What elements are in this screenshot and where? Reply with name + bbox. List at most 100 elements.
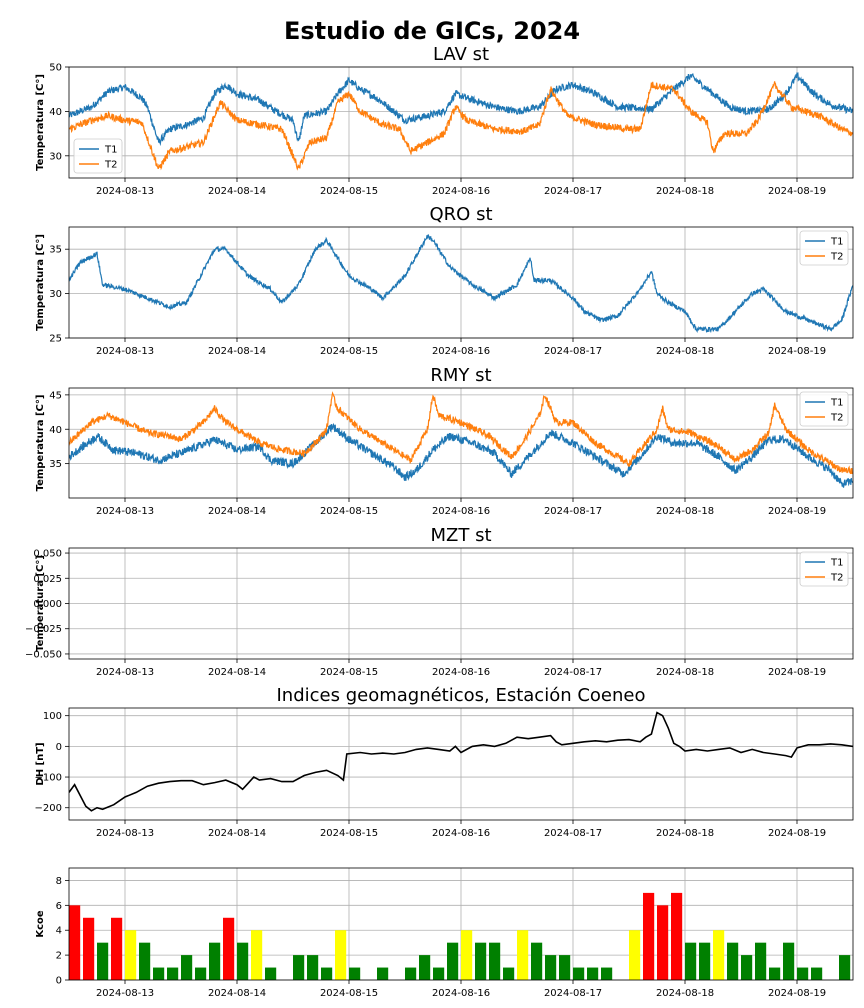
x-tick-label: 2024-08-17 bbox=[544, 186, 602, 197]
x-tick-label: 2024-08-18 bbox=[656, 828, 714, 839]
kcoe-bar bbox=[251, 930, 263, 980]
kcoe-bar bbox=[265, 967, 277, 980]
x-tick-label: 2024-08-19 bbox=[768, 828, 826, 839]
panel-title: Indices geomagnéticos, Estación Coeneo bbox=[276, 685, 645, 706]
panel-title: QRO st bbox=[430, 204, 493, 225]
x-tick-label: 2024-08-18 bbox=[656, 988, 714, 999]
kcoe-bar bbox=[433, 967, 445, 980]
panel-title: MZT st bbox=[430, 525, 491, 546]
kcoe-bar bbox=[657, 905, 669, 980]
legend-label: T1 bbox=[104, 145, 117, 156]
x-tick-label: 2024-08-15 bbox=[320, 346, 378, 357]
x-tick-label: 2024-08-14 bbox=[208, 988, 266, 999]
x-tick-label: 2024-08-14 bbox=[208, 828, 266, 839]
y-tick-label: 4 bbox=[56, 926, 62, 937]
panel-title: RMY st bbox=[430, 365, 491, 386]
kcoe-bar bbox=[181, 955, 193, 980]
series-line-t1 bbox=[69, 72, 853, 147]
kcoe-bar bbox=[335, 930, 347, 980]
legend-label: T2 bbox=[830, 413, 843, 424]
kcoe-bar bbox=[797, 967, 809, 980]
x-tick-label: 2024-08-19 bbox=[768, 667, 826, 678]
kcoe-bar bbox=[629, 930, 641, 980]
kcoe-bar bbox=[237, 942, 249, 980]
kcoe-bar bbox=[377, 967, 389, 980]
y-axis-label: Temperatura [C°] bbox=[35, 234, 46, 331]
kcoe-bar bbox=[783, 942, 795, 980]
series-line-t2 bbox=[69, 81, 853, 171]
y-axis-label: Kcoe bbox=[35, 910, 46, 938]
x-tick-label: 2024-08-13 bbox=[96, 346, 154, 357]
legend-label: T2 bbox=[830, 573, 843, 584]
x-tick-label: 2024-08-14 bbox=[208, 506, 266, 517]
kcoe-bar bbox=[713, 930, 725, 980]
x-tick-label: 2024-08-15 bbox=[320, 988, 378, 999]
kcoe-bar bbox=[685, 942, 697, 980]
kcoe-bar bbox=[755, 942, 767, 980]
kcoe-bar bbox=[769, 967, 781, 980]
kcoe-bar bbox=[97, 942, 109, 980]
y-tick-label: 25 bbox=[49, 334, 62, 345]
chart-panels: LAV st 2024-08-13 2024-08-14 2024-08-15 2024… bbox=[25, 44, 854, 999]
kcoe-bar bbox=[699, 942, 711, 980]
kcoe-bar bbox=[111, 917, 123, 980]
series-line-t2 bbox=[69, 391, 853, 475]
x-tick-label: 2024-08-14 bbox=[208, 186, 266, 197]
x-tick-label: 2024-08-18 bbox=[656, 506, 714, 517]
kcoe-bar bbox=[517, 930, 529, 980]
kcoe-bar bbox=[209, 942, 221, 980]
x-tick-label: 2024-08-17 bbox=[544, 828, 602, 839]
y-tick-label: 35 bbox=[49, 459, 62, 470]
x-tick-label: 2024-08-14 bbox=[208, 667, 266, 678]
x-tick-label: 2024-08-17 bbox=[544, 988, 602, 999]
kcoe-bar bbox=[811, 967, 823, 980]
y-axis-label: Temperatura [C°] bbox=[35, 74, 46, 171]
panel-title: LAV st bbox=[433, 44, 489, 65]
y-tick-label: 0 bbox=[56, 742, 62, 753]
chart-dh: Indices geomagnéticos, Estación Coeneo 20… bbox=[35, 685, 854, 839]
kcoe-bar bbox=[545, 955, 557, 980]
kcoe-bar bbox=[559, 955, 571, 980]
x-tick-label: 2024-08-16 bbox=[432, 346, 490, 357]
kcoe-bar bbox=[349, 967, 361, 980]
y-tick-label: 30 bbox=[49, 151, 62, 162]
kcoe-bar bbox=[531, 942, 543, 980]
y-tick-label: 0.050 bbox=[33, 549, 62, 560]
kcoe-bar bbox=[153, 967, 165, 980]
legend-label: T1 bbox=[830, 237, 843, 248]
kcoe-bar bbox=[461, 930, 473, 980]
kcoe-bar bbox=[405, 967, 417, 980]
y-tick-label: 0.025 bbox=[33, 574, 62, 585]
kcoe-bar bbox=[475, 942, 487, 980]
kcoe-bar bbox=[727, 942, 739, 980]
chart-qro: QRO st 2024-08-13 2024-08-14 2024-08-15 2024… bbox=[35, 204, 854, 357]
x-tick-label: 2024-08-13 bbox=[96, 828, 154, 839]
x-tick-label: 2024-08-18 bbox=[656, 186, 714, 197]
y-tick-label: −100 bbox=[35, 773, 62, 784]
y-tick-label: 50 bbox=[49, 63, 62, 74]
kcoe-bar bbox=[839, 955, 851, 980]
kcoe-bar bbox=[125, 930, 137, 980]
kcoe-bar bbox=[447, 942, 459, 980]
x-tick-label: 2024-08-15 bbox=[320, 667, 378, 678]
y-tick-label: 6 bbox=[56, 901, 62, 912]
chart-lav: LAV st 2024-08-13 2024-08-14 2024-08-15 2024… bbox=[35, 44, 854, 197]
kcoe-bar bbox=[643, 892, 655, 980]
y-axis-label: DH [nT] bbox=[35, 742, 46, 785]
kcoe-bar bbox=[671, 892, 683, 980]
x-tick-label: 2024-08-18 bbox=[656, 667, 714, 678]
y-tick-label: 40 bbox=[49, 425, 62, 436]
legend-label: T1 bbox=[830, 398, 843, 409]
kcoe-bar bbox=[321, 967, 333, 980]
kcoe-bar bbox=[489, 942, 501, 980]
x-tick-label: 2024-08-16 bbox=[432, 667, 490, 678]
series-line-t1 bbox=[69, 422, 853, 488]
y-tick-label: 35 bbox=[49, 245, 62, 256]
y-tick-label: −200 bbox=[35, 803, 62, 814]
y-tick-label: −0.025 bbox=[25, 624, 62, 635]
kcoe-bar bbox=[139, 942, 151, 980]
x-tick-label: 2024-08-19 bbox=[768, 346, 826, 357]
